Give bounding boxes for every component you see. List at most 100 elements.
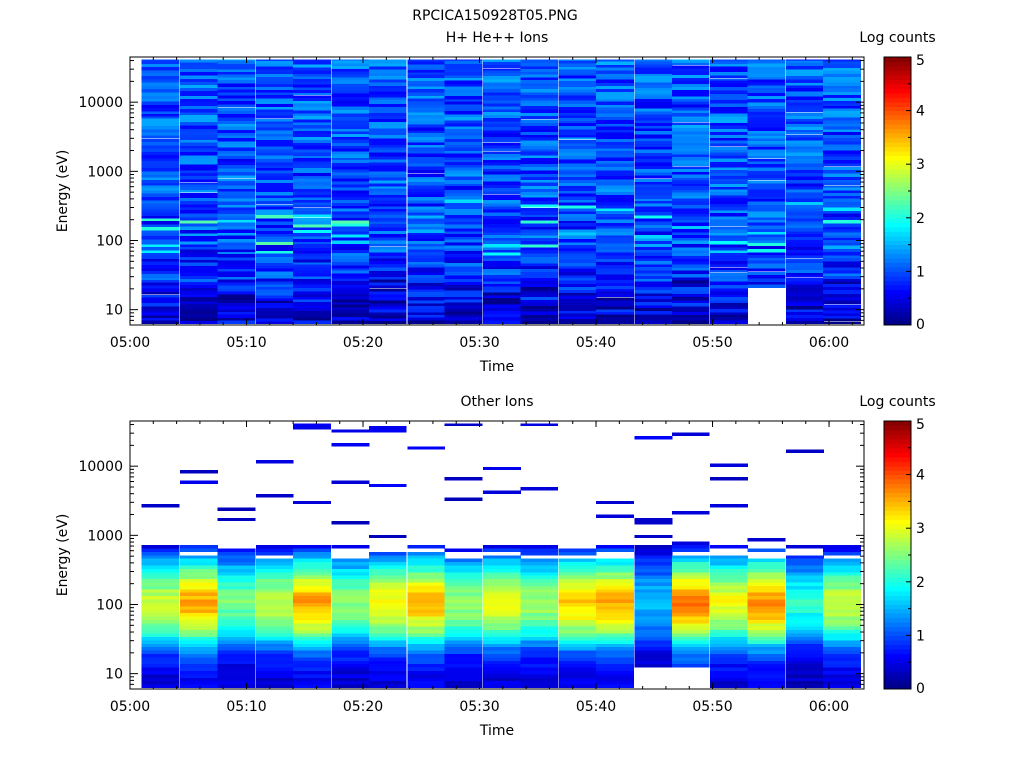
heatmap-cell xyxy=(368,643,407,648)
heatmap-cell xyxy=(634,314,673,318)
heatmap-cell xyxy=(671,99,710,102)
heatmap-cell xyxy=(255,314,294,319)
heatmap-cell xyxy=(634,609,673,614)
heatmap-cell xyxy=(180,79,218,82)
heatmap-cell xyxy=(368,237,407,241)
heatmap-cell xyxy=(520,86,559,90)
heatmap-cell xyxy=(671,163,710,167)
heatmap-cell xyxy=(596,76,634,80)
heatmap-cell xyxy=(255,613,294,617)
heatmap-cell xyxy=(785,275,824,278)
heatmap-cell xyxy=(368,249,407,253)
heatmap-cell xyxy=(180,164,218,167)
heatmap-cell xyxy=(368,582,407,586)
heatmap-cell xyxy=(558,268,597,273)
heatmap-cell xyxy=(293,558,331,563)
heatmap-cell xyxy=(747,82,786,86)
heatmap-cell xyxy=(141,60,180,64)
heatmap-cell xyxy=(180,609,218,614)
heatmap-cell xyxy=(747,630,786,634)
heatmap-cell xyxy=(823,202,862,205)
heatmap-cell xyxy=(596,160,634,164)
heatmap-cell xyxy=(368,616,407,620)
heatmap-cell xyxy=(368,260,407,265)
heatmap-cell xyxy=(520,565,559,569)
heatmap-cell xyxy=(558,199,597,203)
heatmap-cell xyxy=(368,159,407,163)
heatmap-cell xyxy=(407,246,446,250)
heatmap-cell xyxy=(293,143,331,146)
heatmap-cell xyxy=(180,575,218,580)
heatmap-cell xyxy=(483,671,521,675)
heatmap-cell xyxy=(293,103,331,107)
heatmap-cell xyxy=(634,61,673,65)
heatmap-cell xyxy=(407,151,446,154)
heatmap-cell xyxy=(407,130,446,134)
heatmap-cell xyxy=(444,248,483,251)
heatmap-cell xyxy=(634,261,673,265)
heatmap-cell xyxy=(596,225,634,229)
heatmap-cell xyxy=(823,223,862,227)
heatmap-cell xyxy=(710,170,749,173)
heatmap-cell xyxy=(634,85,673,88)
heatmap-cell xyxy=(520,204,559,208)
heatmap-cell xyxy=(671,110,710,114)
heatmap-cell xyxy=(483,637,521,641)
heatmap-cell xyxy=(331,265,370,269)
colorbar-segment xyxy=(884,79,911,85)
heatmap-cell xyxy=(331,74,370,78)
heatmap-cell xyxy=(141,671,180,675)
heatmap-cell xyxy=(255,664,294,668)
heatmap-cell xyxy=(483,558,521,563)
heatmap-cell xyxy=(444,135,483,139)
heatmap-cell xyxy=(823,279,862,282)
heatmap-cell xyxy=(141,96,180,99)
heatmap-cell xyxy=(180,262,218,266)
heatmap-cell xyxy=(596,602,634,607)
heatmap-cell xyxy=(255,103,294,107)
heatmap-cell xyxy=(558,73,597,76)
heatmap-cell xyxy=(180,201,218,205)
heatmap-cell xyxy=(710,238,749,242)
heatmap-cell xyxy=(293,299,331,302)
heatmap-cell xyxy=(747,548,786,552)
heatmap-cell xyxy=(520,247,559,250)
heatmap-cell xyxy=(293,262,331,265)
heatmap-cell xyxy=(823,249,862,252)
heatmap-cell xyxy=(520,235,559,239)
heatmap-cell xyxy=(368,122,407,126)
heatmap-cell xyxy=(483,73,521,76)
heatmap-cell xyxy=(331,116,370,121)
x-tick-label: 06:00 xyxy=(809,699,849,715)
heatmap-cell xyxy=(407,185,446,190)
heatmap-cell xyxy=(217,79,256,84)
heatmap-cell xyxy=(558,75,597,79)
heatmap-cell xyxy=(634,108,673,112)
heatmap-cell xyxy=(368,671,407,675)
heatmap-cell xyxy=(596,545,634,549)
heatmap-cell xyxy=(634,93,673,97)
colorbar-segment xyxy=(884,452,911,458)
heatmap-cell xyxy=(634,96,673,100)
heatmap-cell xyxy=(520,677,559,682)
colorbar-segment xyxy=(884,630,911,636)
heatmap-cell xyxy=(520,115,559,120)
heatmap-cell xyxy=(180,213,218,218)
heatmap-cell xyxy=(671,104,710,108)
heatmap-cell xyxy=(293,197,331,200)
heatmap-cell xyxy=(785,599,824,603)
colorbar-segment xyxy=(884,479,911,485)
heatmap-cell xyxy=(180,115,218,119)
heatmap-cell xyxy=(520,140,559,144)
heatmap-cell xyxy=(368,211,407,215)
heatmap-cell xyxy=(407,191,446,195)
heatmap-cell xyxy=(596,317,634,321)
heatmap-cell xyxy=(596,61,634,65)
heatmap-cell xyxy=(293,423,331,426)
heatmap-cell xyxy=(444,176,483,181)
heatmap-cell xyxy=(558,131,597,135)
heatmap-cell xyxy=(483,298,521,301)
heatmap-cell xyxy=(217,667,256,671)
heatmap-cell xyxy=(141,132,180,136)
heatmap-cell xyxy=(634,249,673,253)
